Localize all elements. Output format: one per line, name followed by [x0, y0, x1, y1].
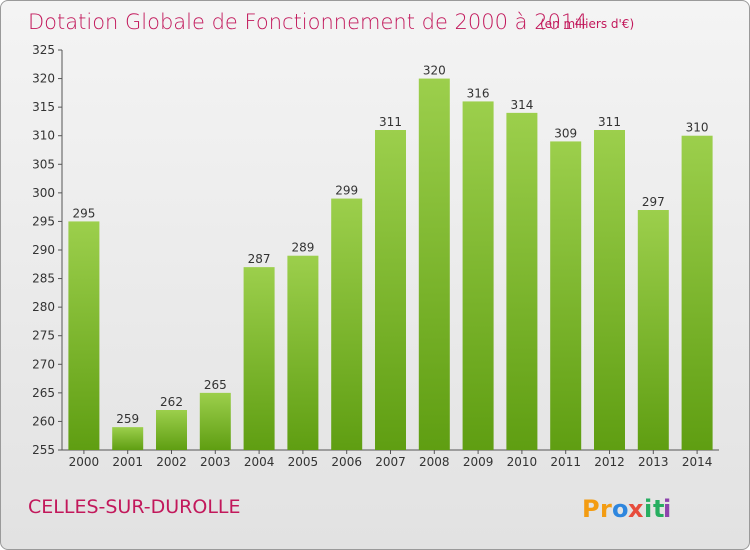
bar — [550, 141, 582, 450]
x-tick-label: 2013 — [638, 455, 669, 469]
bar — [681, 135, 713, 450]
bar — [112, 427, 144, 450]
y-tick-label: 295 — [32, 214, 55, 228]
y-tick-label: 305 — [32, 157, 55, 171]
data-label: 259 — [116, 412, 139, 426]
x-tick-label: 2010 — [507, 455, 538, 469]
x-tick-label: 2003 — [200, 455, 231, 469]
logo-letter: o — [612, 495, 629, 523]
y-tick-label: 270 — [32, 357, 55, 371]
bar — [199, 392, 231, 450]
data-label: 262 — [160, 395, 183, 409]
data-label: 314 — [510, 98, 533, 112]
logo-letter: x — [628, 495, 644, 523]
y-tick-label: 260 — [32, 414, 55, 428]
bar — [156, 410, 187, 450]
logo-letter: t — [653, 495, 664, 523]
y-tick-label: 325 — [32, 43, 55, 57]
y-tick-label: 315 — [32, 100, 55, 114]
x-tick-label: 2007 — [375, 455, 406, 469]
logo-letter: P — [582, 495, 600, 523]
bar — [418, 78, 450, 451]
data-label: 295 — [72, 206, 95, 220]
data-label: 310 — [686, 121, 709, 135]
x-tick-label: 2009 — [463, 455, 494, 469]
x-tick-label: 2006 — [331, 455, 362, 469]
logo-letter: i — [644, 495, 652, 523]
plot-area: 255 260 265 270 275 280 285 290 295 300 305 310 315 3… — [32, 43, 719, 469]
data-label: 289 — [291, 241, 314, 255]
bar — [462, 101, 494, 450]
data-label: 297 — [642, 195, 665, 209]
y-tick-label: 255 — [32, 443, 55, 457]
bar — [287, 255, 319, 450]
bar — [243, 267, 275, 450]
bar — [375, 130, 406, 450]
y-tick-label: 310 — [32, 129, 55, 143]
bar — [331, 198, 363, 450]
logo-letter: i — [663, 495, 671, 523]
x-tick-label: 2001 — [112, 455, 143, 469]
data-label: 265 — [204, 378, 227, 392]
bar — [506, 112, 538, 450]
bar — [637, 210, 669, 450]
y-tick-label: 290 — [32, 243, 55, 257]
y-tick-label: 265 — [32, 386, 55, 400]
y-tick-label: 280 — [32, 300, 55, 314]
x-tick-label: 2000 — [69, 455, 100, 469]
data-label: 311 — [598, 115, 621, 129]
data-label: 299 — [335, 184, 358, 198]
y-tick-label: 320 — [32, 72, 55, 86]
data-label: 287 — [248, 252, 271, 266]
bar — [594, 130, 625, 450]
data-label: 320 — [423, 64, 446, 78]
y-tick-label: 275 — [32, 329, 55, 343]
x-tick-label: 2012 — [594, 455, 625, 469]
x-tick-label: 2008 — [419, 455, 450, 469]
x-tick-label: 2005 — [288, 455, 319, 469]
chart-title: Dotation Globale de Fonctionnement de 20… — [28, 10, 588, 34]
bar — [68, 221, 100, 450]
x-tick-label: 2002 — [156, 455, 187, 469]
chart-subtitle: (en milliers d'€) — [540, 17, 634, 31]
logo-letter: r — [600, 495, 612, 523]
y-tick-label: 285 — [32, 272, 55, 286]
x-tick-label: 2011 — [550, 455, 581, 469]
data-label: 316 — [467, 86, 490, 100]
x-tick-label: 2014 — [682, 455, 713, 469]
y-tick-label: 300 — [32, 186, 55, 200]
commune-name: CELLES-SUR-DUROLLE — [28, 496, 241, 518]
x-tick-label: 2004 — [244, 455, 275, 469]
data-label: 311 — [379, 115, 402, 129]
data-label: 309 — [554, 126, 577, 140]
